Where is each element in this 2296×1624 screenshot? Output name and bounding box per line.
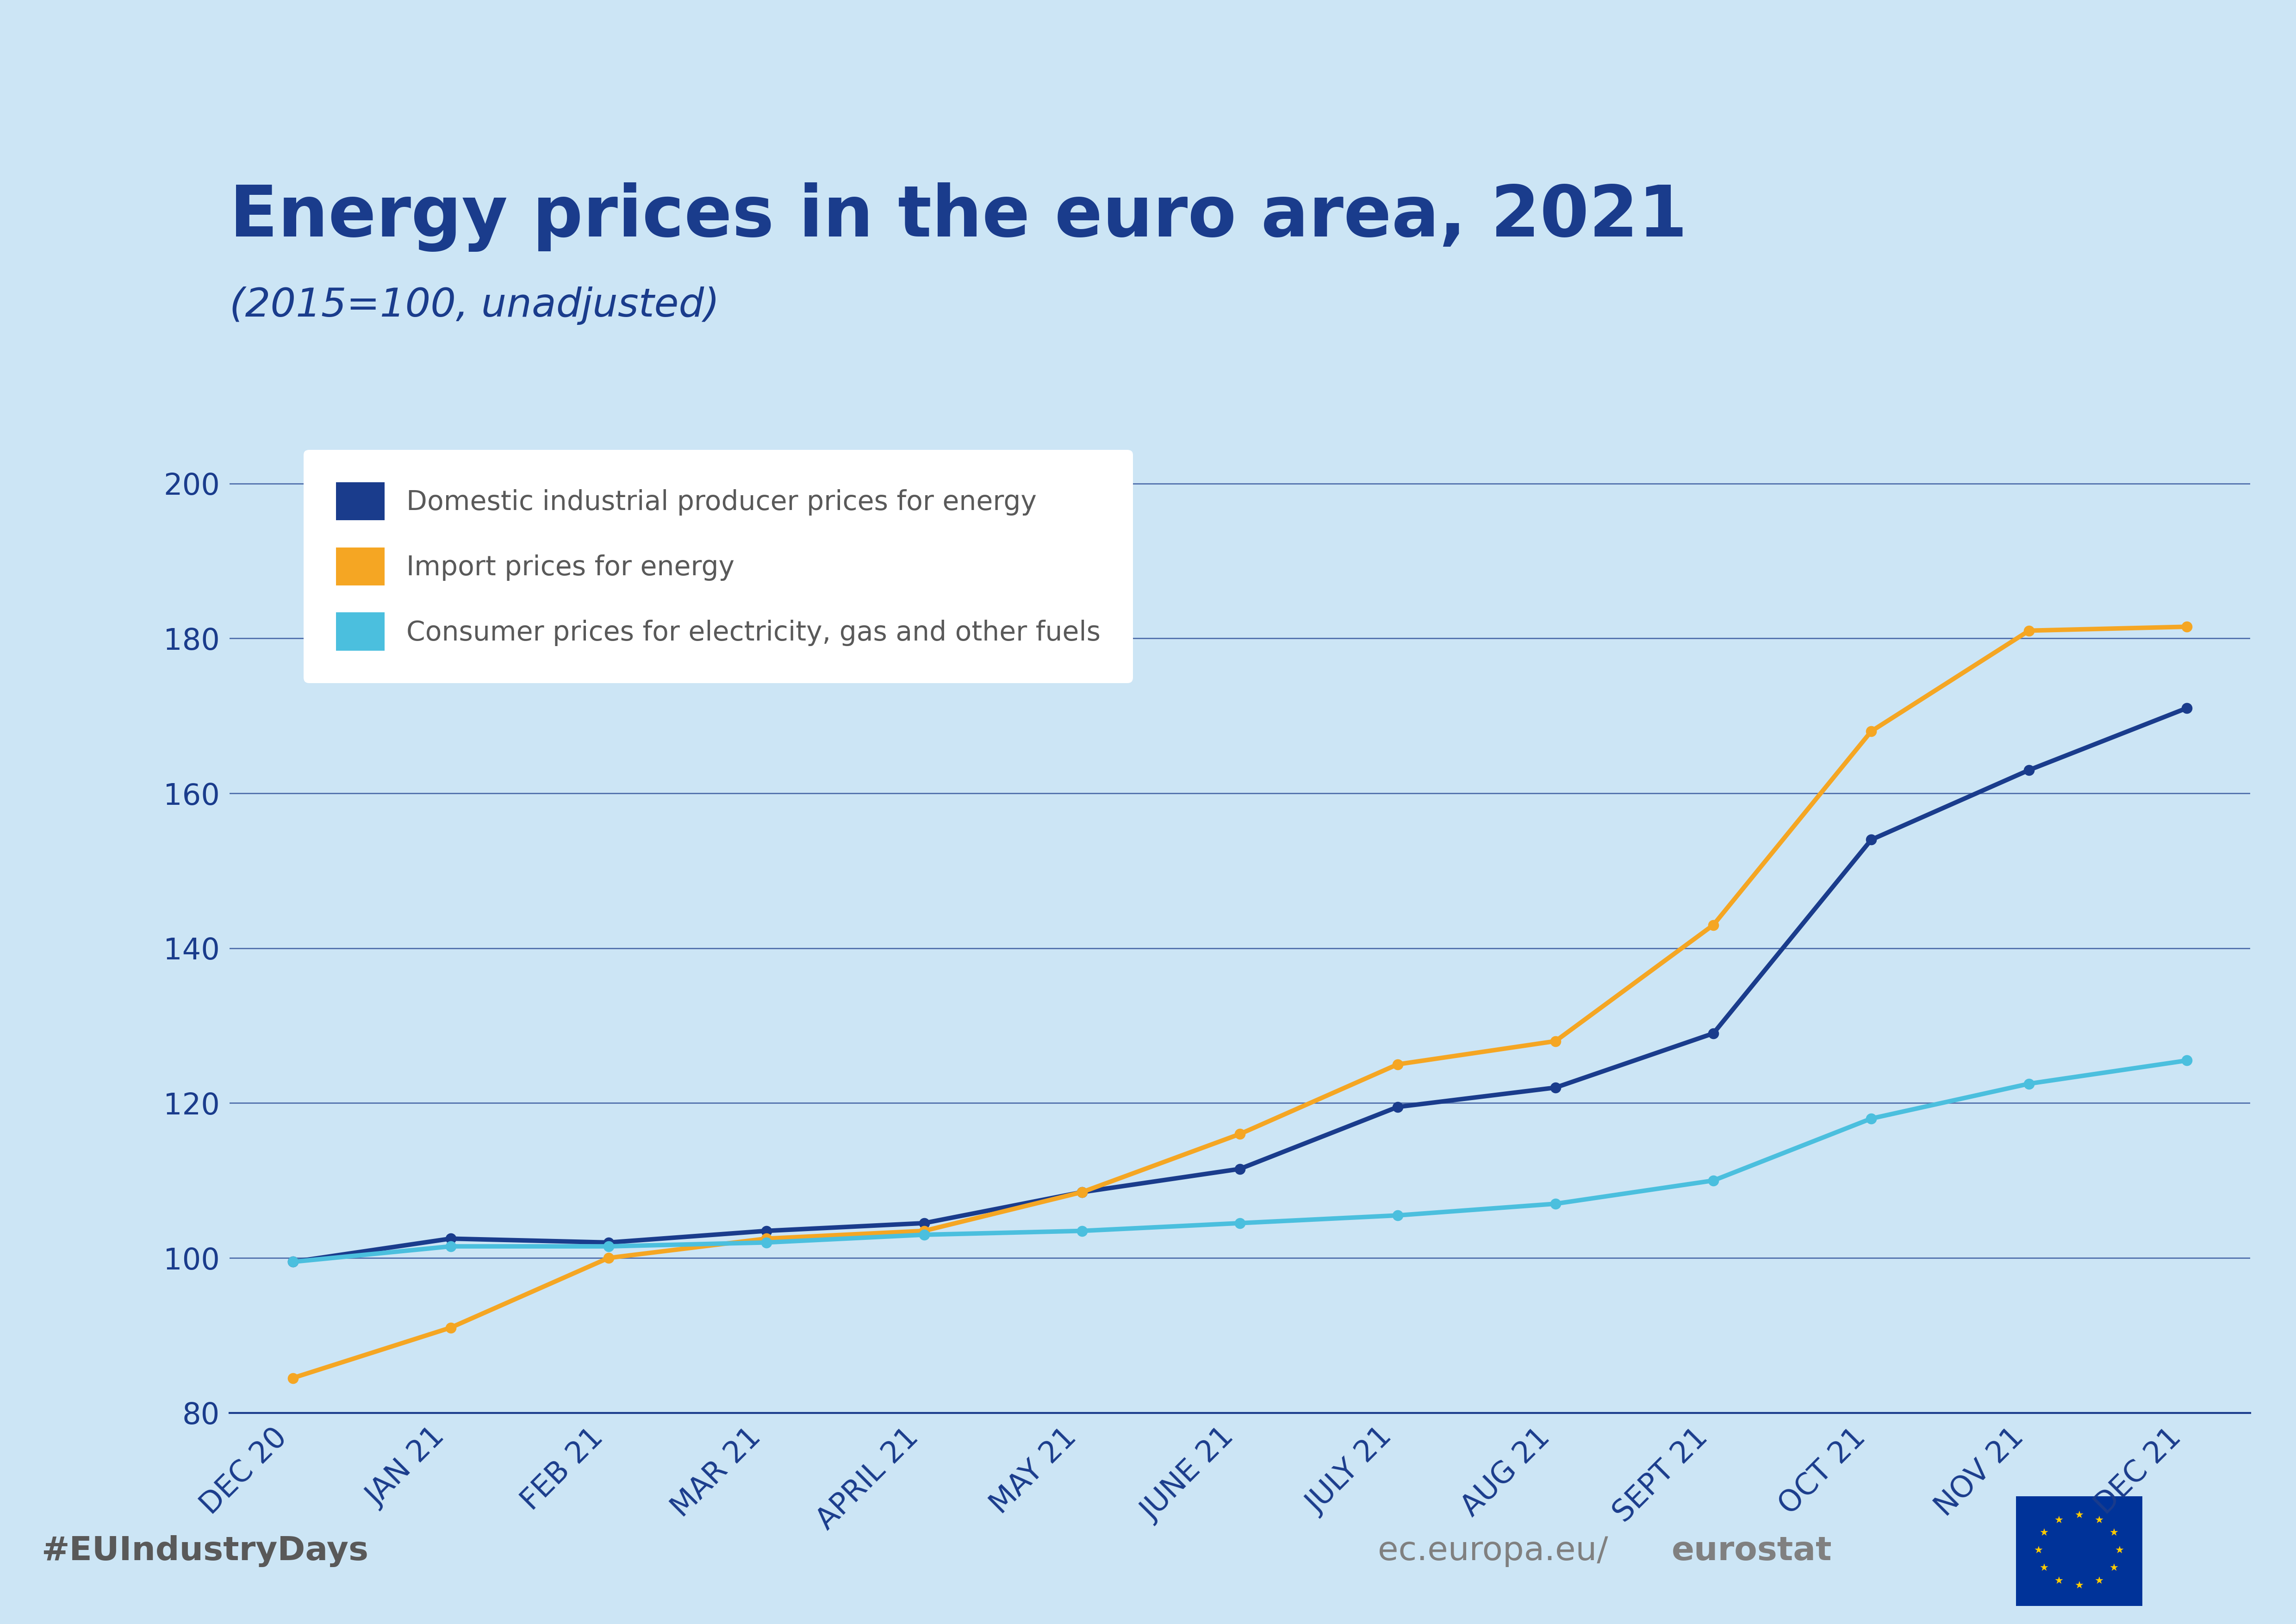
Text: ec.europa.eu/: ec.europa.eu/ xyxy=(1378,1535,1607,1567)
Text: ★: ★ xyxy=(2055,1577,2064,1587)
Text: ★: ★ xyxy=(2073,1512,2085,1520)
Text: ★: ★ xyxy=(2094,1515,2103,1525)
Text: Energy prices in the euro area, 2021: Energy prices in the euro area, 2021 xyxy=(230,182,1688,252)
Legend: Domestic industrial producer prices for energy, Import prices for energy, Consum: Domestic industrial producer prices for … xyxy=(303,450,1132,684)
Text: ★: ★ xyxy=(2094,1577,2103,1587)
Text: (2015=100, unadjusted): (2015=100, unadjusted) xyxy=(230,286,719,325)
Text: ★: ★ xyxy=(2055,1515,2064,1525)
Text: #EUIndustryDays: #EUIndustryDays xyxy=(41,1535,370,1567)
Text: eurostat: eurostat xyxy=(1671,1535,1832,1567)
Text: ★: ★ xyxy=(2110,1528,2119,1538)
Bar xyxy=(2016,1496,2142,1606)
Text: ★: ★ xyxy=(2039,1528,2048,1538)
Text: ★: ★ xyxy=(2034,1546,2043,1556)
Text: ★: ★ xyxy=(2073,1582,2085,1590)
Text: ★: ★ xyxy=(2039,1564,2048,1574)
Text: ★: ★ xyxy=(2110,1564,2119,1574)
Text: ★: ★ xyxy=(2115,1546,2124,1556)
